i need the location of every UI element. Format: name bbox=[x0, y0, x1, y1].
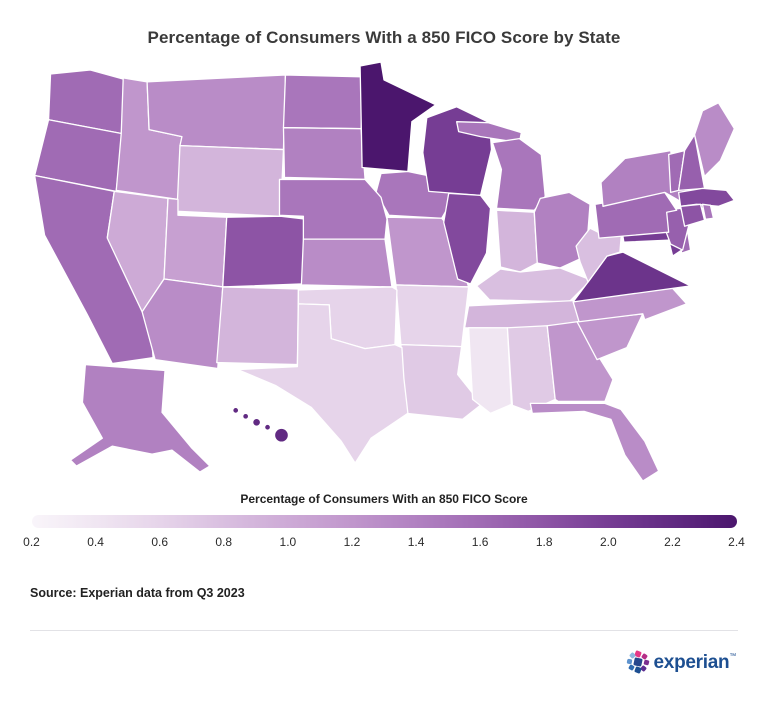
legend-tick-label: 0.6 bbox=[151, 535, 169, 549]
state-ri[interactable]: Rhode Island: 1.5% bbox=[701, 203, 715, 220]
state-hi[interactable]: Hawaii: 2.2% bbox=[242, 412, 250, 420]
state-tx[interactable]: Texas: 0.6% bbox=[237, 303, 409, 464]
state-ms[interactable]: Mississippi: 0.4% bbox=[467, 327, 513, 414]
legend-gradient-bar bbox=[31, 515, 737, 528]
experian-pinwheel-icon bbox=[626, 650, 650, 674]
state-ky[interactable]: Kentucky: 0.8% bbox=[475, 267, 592, 303]
legend-tick-label: 0.2 bbox=[23, 535, 40, 549]
state-mi[interactable]: Michigan: 1.5% bbox=[491, 137, 546, 211]
footer: experian™ bbox=[28, 631, 740, 674]
state-ct[interactable]: Connecticut: 1.8% bbox=[679, 203, 706, 227]
legend-tick-label: 0.4 bbox=[87, 535, 104, 549]
legend-title: Percentage of Consumers With an 850 FICO… bbox=[240, 492, 528, 506]
state-la[interactable]: Louisiana: 0.7% bbox=[400, 344, 483, 420]
state-nm[interactable]: New Mexico: 0.9% bbox=[216, 286, 300, 366]
page-title: Percentage of Consumers With a 850 FICO … bbox=[147, 28, 621, 47]
state-ar[interactable]: Arkansas: 0.6% bbox=[395, 284, 470, 348]
state-wi[interactable]: Wisconsin: 2% bbox=[422, 106, 493, 197]
state-nd[interactable]: North Dakota: 1.5% bbox=[282, 74, 364, 130]
state-wy[interactable]: Wyoming: 0.9% bbox=[176, 144, 285, 217]
trademark-symbol: ™ bbox=[729, 652, 736, 660]
state-ma[interactable]: Massachusetts: 1.9% bbox=[677, 187, 736, 207]
state-co[interactable]: Colorado: 1.8% bbox=[222, 215, 308, 288]
source-text: Source: Experian data from Q3 2023 bbox=[30, 586, 245, 600]
legend-tick-label: 1.6 bbox=[471, 535, 489, 549]
legend-tick-label: 2.4 bbox=[728, 535, 745, 549]
state-ks[interactable]: Kansas: 1.3% bbox=[300, 238, 393, 288]
state-mn[interactable]: Minnesota: 2.4% bbox=[359, 61, 437, 173]
state-hi[interactable]: Hawaii: 2.2% bbox=[251, 417, 262, 427]
state-hi[interactable]: Hawaii: 2.2% bbox=[273, 427, 290, 443]
state-il[interactable]: Illinois: 1.9% bbox=[443, 192, 492, 285]
map-area: Washington: 1.6% Oregon: 1.6% California… bbox=[28, 58, 740, 486]
legend-ticks: 0.2 0.4 0.6 0.8 1.0 1.2 1.4 1.6 1.8 2.0 2.2 2.4 bbox=[23, 535, 745, 552]
legend-tick-label: 0.8 bbox=[215, 535, 233, 549]
state-az[interactable]: Arizona: 1.3% bbox=[141, 278, 224, 370]
legend-tick-label: 2.2 bbox=[664, 535, 681, 549]
state-me[interactable]: Maine: 1.3% bbox=[693, 102, 736, 178]
state-fl[interactable]: Florida: 1.3% bbox=[529, 402, 660, 482]
us-choropleth-map: Washington: 1.6% Oregon: 1.6% California… bbox=[33, 61, 736, 482]
legend-tick-label: 1.0 bbox=[279, 535, 297, 549]
legend-tick-label: 2.0 bbox=[599, 535, 617, 549]
legend-tick-label: 1.8 bbox=[535, 535, 553, 549]
state-hi[interactable]: Hawaii: 2.2% bbox=[263, 423, 272, 431]
state-ak[interactable]: Alaska: 1.4% bbox=[69, 363, 211, 473]
legend-tick-label: 1.4 bbox=[407, 535, 425, 549]
state-hi[interactable]: Hawaii: 2.2% bbox=[232, 406, 240, 414]
state-sd[interactable]: South Dakota: 1.4% bbox=[282, 127, 366, 181]
experian-logo: experian™ bbox=[626, 650, 737, 674]
state-in[interactable]: Indiana: 0.9% bbox=[495, 209, 538, 273]
footer-divider bbox=[30, 630, 738, 631]
experian-logo-text: experian™ bbox=[653, 651, 737, 673]
legend-tick-label: 1.2 bbox=[343, 535, 361, 549]
